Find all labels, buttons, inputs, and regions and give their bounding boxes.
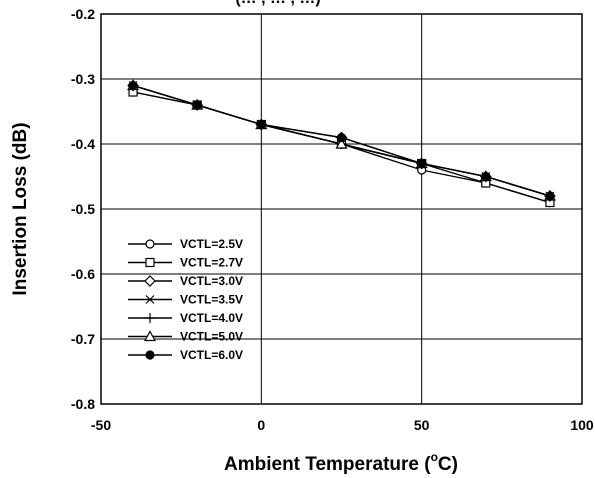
x-tick-label-0: -50 xyxy=(91,417,111,433)
legend: VCTL=2.5V VCTL=2.7V VCTL=3.0V VCTL=3.5V VCTL… xyxy=(128,237,243,362)
data-point-6-2 xyxy=(256,119,266,130)
data-point-6-0 xyxy=(128,80,138,91)
x-axis-title-sup: o xyxy=(431,450,438,464)
data-point-6-6 xyxy=(545,191,555,201)
y-tick-label-0: -0.2 xyxy=(71,6,95,22)
series-6 xyxy=(128,80,555,201)
data-point-6-5 xyxy=(481,171,491,182)
x-axis-title-main: Ambient Temperature ( xyxy=(224,454,431,475)
y-tick-label-2: -0.4 xyxy=(71,136,95,152)
legend-marker-3 xyxy=(145,295,155,304)
data-point-6-3 xyxy=(336,132,347,143)
data-point-6-1 xyxy=(192,100,202,110)
y-axis-title: Insertion Loss (dB) xyxy=(10,122,31,295)
legend-item-0: VCTL=2.5V xyxy=(128,237,243,251)
legend-item-3: VCTL=3.5V xyxy=(128,293,243,307)
data-point-5-3 xyxy=(335,137,348,149)
legend-marker-5 xyxy=(143,330,157,342)
legend-label-6: VCTL=6.0V xyxy=(180,348,243,362)
x-tick-label-2: 50 xyxy=(414,417,430,433)
legend-marker-1 xyxy=(145,257,155,268)
y-tick-labels: -0.2 -0.3 -0.4 -0.5 -0.6 -0.7 -0.8 xyxy=(71,6,95,412)
data-point-6-4 xyxy=(417,158,427,169)
legend-label-4: VCTL=4.0V xyxy=(180,311,243,325)
y-tick-label-6: -0.8 xyxy=(71,396,95,412)
plot-frame xyxy=(100,13,583,405)
legend-item-2: VCTL=3.0V xyxy=(128,274,243,288)
legend-label-1: VCTL=2.7V xyxy=(180,256,243,270)
x-tick-label-3: 100 xyxy=(570,417,594,433)
legend-item-4: VCTL=4.0V xyxy=(128,311,243,325)
grid-lines xyxy=(100,13,583,405)
legend-marker-2 xyxy=(144,275,156,287)
y-tick-label-5: -0.7 xyxy=(71,331,95,347)
legend-item-5: VCTL=5.0V xyxy=(128,330,243,344)
y-tick-label-4: -0.6 xyxy=(71,266,95,282)
legend-item-1: VCTL=2.7V xyxy=(128,256,243,270)
legend-label-5: VCTL=5.0V xyxy=(180,330,243,344)
x-tick-labels: -50 0 50 100 xyxy=(91,417,594,433)
x-tick-label-1: 0 xyxy=(257,417,265,433)
legend-marker-4 xyxy=(145,313,155,323)
chart-title: (… , … , …) xyxy=(235,0,320,7)
series-layer xyxy=(127,79,556,208)
legend-label-2: VCTL=3.0V xyxy=(180,274,243,288)
legend-marker-6 xyxy=(145,350,155,360)
x-axis-title: Ambient Temperature (oC) xyxy=(224,450,458,475)
legend-item-6: VCTL=6.0V xyxy=(128,348,243,362)
legend-label-0: VCTL=2.5V xyxy=(180,237,243,251)
x-axis-title-unit: C) xyxy=(438,454,458,475)
y-tick-label-1: -0.3 xyxy=(71,71,95,87)
legend-label-3: VCTL=3.5V xyxy=(180,293,243,307)
legend-marker-0 xyxy=(145,239,155,249)
y-tick-label-3: -0.5 xyxy=(71,201,95,217)
